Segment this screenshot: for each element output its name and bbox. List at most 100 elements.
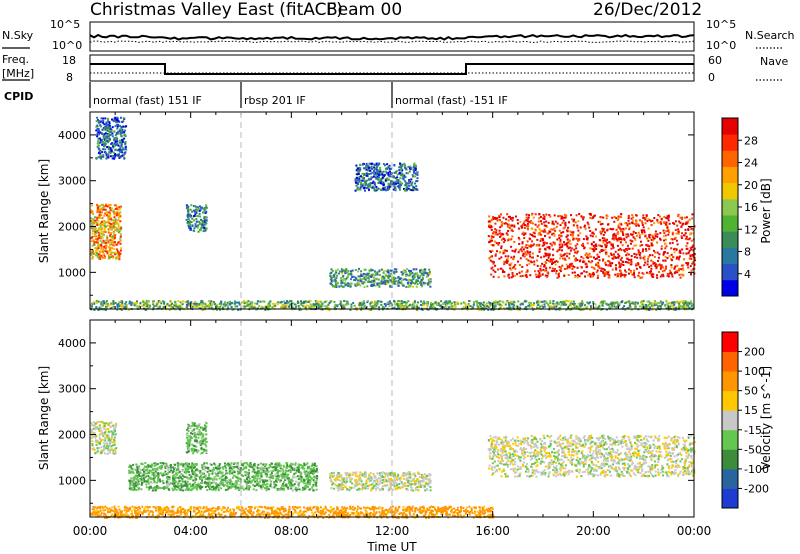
- power-point: [331, 270, 334, 272]
- power-point: [647, 218, 650, 221]
- power-point: [116, 213, 119, 215]
- power-point: [673, 306, 676, 309]
- velocity-point: [187, 443, 189, 446]
- power-point: [567, 274, 570, 276]
- power-point: [94, 247, 97, 250]
- power-point: [104, 142, 107, 145]
- power-point: [536, 306, 538, 309]
- power-point: [172, 307, 174, 309]
- power-point: [690, 302, 693, 305]
- power-point: [407, 283, 410, 286]
- power-point: [571, 218, 574, 221]
- velocity-point: [90, 437, 93, 440]
- power-point: [598, 305, 601, 308]
- power-point: [198, 306, 201, 309]
- power-point: [631, 219, 634, 222]
- power-point: [635, 234, 638, 237]
- power-point: [601, 237, 604, 240]
- power-point: [405, 301, 408, 304]
- power-point: [203, 220, 206, 223]
- power-point: [644, 235, 647, 238]
- power-point: [247, 305, 250, 308]
- power-point: [346, 302, 349, 305]
- power-point: [545, 267, 548, 270]
- power-point: [376, 169, 379, 172]
- power-point: [186, 216, 189, 219]
- power-point: [120, 141, 122, 144]
- power-point: [101, 211, 103, 214]
- power-point: [648, 301, 650, 304]
- power-point: [207, 303, 210, 306]
- velocity-point: [106, 447, 109, 450]
- power-point: [445, 300, 448, 303]
- power-point: [420, 273, 423, 276]
- power-point: [645, 244, 648, 246]
- power-point: [646, 263, 649, 266]
- power-point: [399, 164, 402, 167]
- power-point: [543, 303, 546, 306]
- power-point: [108, 151, 111, 154]
- power-point: [256, 302, 259, 305]
- power-point: [197, 230, 200, 233]
- power-point: [409, 273, 412, 276]
- power-point: [100, 208, 102, 211]
- power-point: [489, 259, 492, 262]
- power-point: [561, 302, 563, 305]
- power-point: [600, 300, 603, 303]
- power-point: [102, 154, 105, 157]
- power-point: [363, 304, 366, 307]
- power-point: [195, 208, 197, 211]
- power-point: [395, 182, 397, 185]
- power-point: [100, 301, 103, 304]
- power-point: [545, 254, 548, 257]
- velocity-point: [100, 431, 103, 434]
- power-point: [535, 244, 538, 246]
- power-point: [188, 221, 191, 224]
- power-point: [103, 214, 106, 217]
- velocity-point: [92, 448, 95, 451]
- power-point: [325, 305, 328, 308]
- power-point: [334, 279, 337, 282]
- power-colorbar-swatch: [722, 134, 738, 151]
- power-point: [109, 214, 112, 216]
- power-point: [99, 225, 102, 228]
- power-point: [513, 241, 516, 243]
- velocity-point: [113, 436, 116, 439]
- power-point: [679, 252, 682, 254]
- power-point: [577, 238, 580, 241]
- power-point: [651, 254, 654, 257]
- power-point: [366, 172, 369, 175]
- power-point: [307, 305, 310, 307]
- power-point: [564, 300, 567, 303]
- power-point: [617, 261, 620, 264]
- power-point: [377, 169, 380, 172]
- velocity-point: [111, 452, 114, 455]
- power-point: [113, 248, 116, 251]
- power-point: [625, 236, 628, 239]
- power-point: [388, 164, 391, 167]
- power-point: [615, 256, 617, 259]
- power-point: [543, 215, 546, 218]
- power-point: [447, 306, 450, 309]
- power-point: [104, 250, 107, 253]
- power-point: [592, 271, 595, 274]
- power-point: [98, 120, 100, 122]
- power-point: [626, 257, 629, 260]
- power-point: [339, 303, 342, 306]
- power-point: [400, 306, 403, 309]
- power-point: [495, 242, 498, 245]
- power-point: [400, 283, 403, 286]
- power-point: [198, 220, 201, 223]
- power-point: [521, 241, 524, 244]
- power-point: [685, 235, 688, 238]
- power-point: [692, 303, 694, 306]
- power-point: [500, 256, 503, 259]
- power-point: [376, 300, 379, 303]
- power-point: [602, 233, 605, 236]
- power-point: [659, 237, 661, 240]
- power-point: [571, 267, 574, 270]
- power-point: [673, 301, 676, 304]
- power-point: [120, 126, 123, 128]
- power-point: [119, 220, 122, 223]
- power-point: [383, 303, 386, 305]
